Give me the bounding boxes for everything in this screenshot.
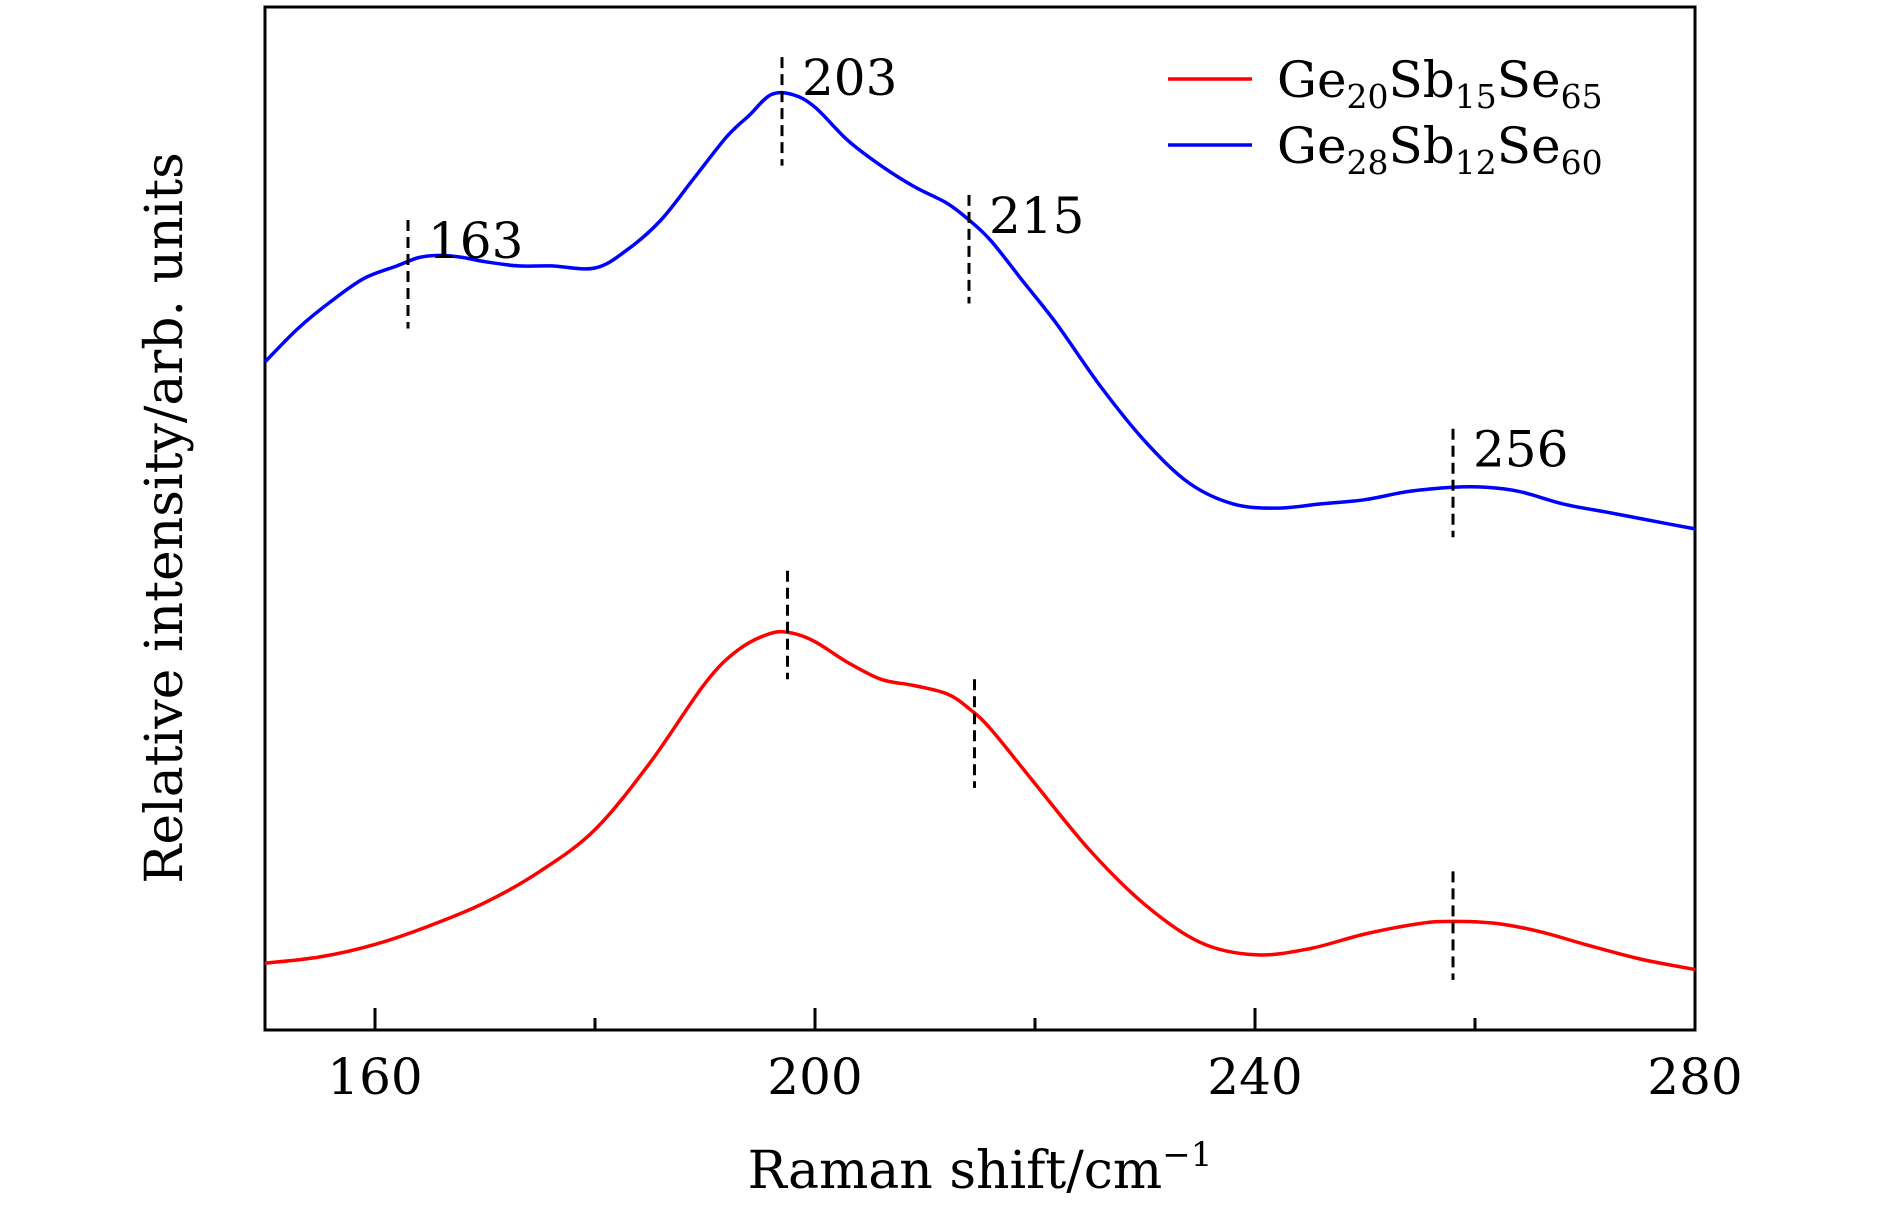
series-line-1 <box>264 629 1696 972</box>
x-tick-label-200: 200 <box>767 1048 862 1106</box>
peak-marker-layer: 163 203 215 256 <box>406 49 1568 980</box>
x-axis-ticks: 160 200 240 280 <box>327 1008 1743 1106</box>
plot-frame <box>263 5 1697 1032</box>
legend-label-series-1: Ge20Sb15Se65 <box>1277 51 1603 116</box>
x-tick-label-160: 160 <box>327 1048 422 1106</box>
peak-label-215: 215 <box>989 187 1084 245</box>
series-line-2 <box>263 90 1696 531</box>
legend: Ge20Sb15Se65 Ge28Sb12Se60 <box>1168 51 1603 182</box>
peak-label-163: 163 <box>428 212 523 270</box>
peak-label-203: 203 <box>802 49 897 107</box>
x-tick-label-280: 280 <box>1647 1048 1742 1106</box>
peak-label-256: 256 <box>1473 421 1568 479</box>
x-axis-title: Raman shift/cm−1 <box>748 1135 1213 1201</box>
legend-label-series-2: Ge28Sb12Se60 <box>1277 117 1603 182</box>
x-tick-label-240: 240 <box>1207 1048 1302 1106</box>
y-axis-title: Relative intensity/arb. units <box>135 152 195 884</box>
series-layer <box>263 90 1696 972</box>
x-axis-title-superscript: −1 <box>1162 1135 1212 1175</box>
